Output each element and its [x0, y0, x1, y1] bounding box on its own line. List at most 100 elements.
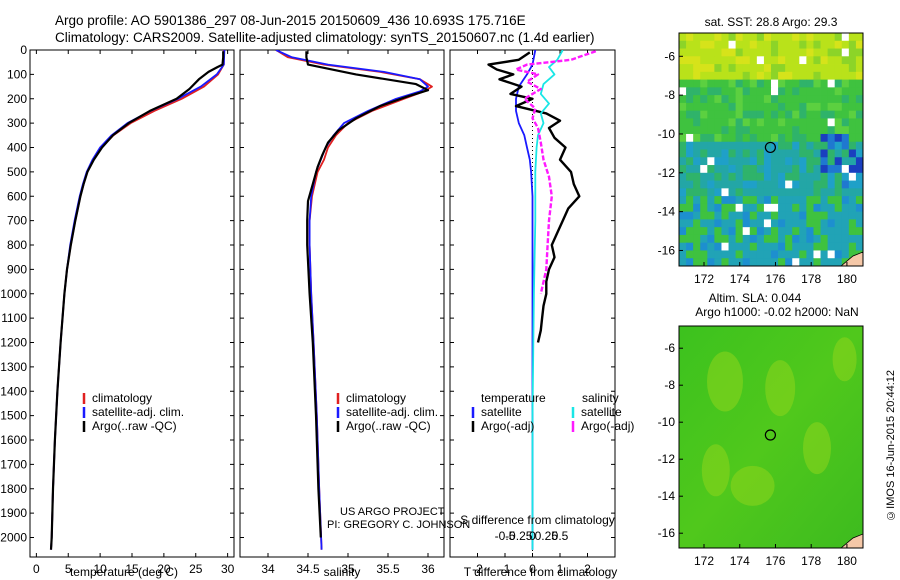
sst-cell	[679, 110, 687, 119]
sst-cell	[742, 40, 751, 49]
sst-cell	[799, 48, 807, 57]
sst-cell	[749, 118, 758, 127]
sst-cell	[714, 203, 722, 213]
series-temperature-argo-raw-qc-	[49, 51, 225, 550]
sst-cell	[721, 110, 729, 119]
sst-cell	[820, 157, 829, 166]
sst-cell	[778, 180, 786, 189]
sst-cell	[700, 196, 708, 205]
sst-cell	[855, 242, 863, 251]
sst-cell	[778, 157, 786, 166]
sst-cell	[707, 64, 715, 73]
sst-cell	[693, 87, 701, 96]
sst-cell	[813, 203, 821, 213]
sst-cell	[785, 203, 793, 213]
sst-cell	[834, 203, 843, 213]
map-y-tick-label: -6	[664, 341, 675, 355]
sst-cell	[679, 33, 687, 42]
sst-cell	[841, 33, 850, 42]
sst-cell	[693, 172, 701, 181]
sst-cell	[693, 40, 701, 49]
sst-cell	[700, 71, 708, 80]
sst-cell	[806, 56, 814, 65]
sst-cell	[686, 188, 694, 197]
sst-cell	[813, 188, 821, 197]
sst-cell	[707, 165, 715, 174]
y-tick-label: 1000	[0, 287, 27, 301]
sst-cell	[728, 211, 737, 220]
series-temperature-satellite-adj-clim-	[50, 50, 226, 550]
salinity-axes	[239, 49, 445, 558]
sst-cell	[728, 48, 737, 57]
sst-cell	[778, 172, 786, 181]
sst-cell	[820, 211, 829, 220]
sst-cell	[728, 250, 737, 259]
sst-cell	[820, 188, 829, 197]
sst-cell	[735, 196, 744, 205]
sst-cell	[841, 71, 850, 80]
sst-cell	[841, 227, 850, 236]
sst-cell	[820, 79, 829, 88]
sst-cell	[778, 102, 786, 112]
sst-cell	[778, 196, 786, 205]
sst-cell	[820, 126, 829, 135]
sst-cell	[813, 157, 821, 166]
sst-cell	[799, 172, 807, 181]
sst-cell	[813, 110, 821, 119]
sst-cell	[792, 64, 800, 73]
sst-cell	[686, 71, 694, 80]
sst-cell	[714, 87, 722, 96]
difference-xlabel-top: S difference from climatology	[460, 513, 615, 527]
sst-cell	[700, 87, 708, 96]
sst-cell	[742, 141, 751, 150]
sst-cell	[742, 157, 751, 166]
sst-cell	[756, 157, 765, 166]
legend-label: climatology	[92, 391, 152, 405]
sst-cell	[686, 203, 694, 213]
sst-cell	[721, 211, 729, 220]
sst-cell	[813, 180, 821, 189]
sst-cell	[771, 110, 779, 119]
sst-cell	[778, 203, 786, 213]
sst-cell	[721, 126, 729, 135]
sst-cell	[820, 33, 829, 42]
sst-cell	[778, 242, 786, 251]
sst-cell	[827, 196, 836, 205]
sst-cell	[792, 40, 800, 49]
sst-cell	[679, 211, 687, 220]
sst-cell	[700, 203, 708, 213]
sst-cell	[763, 172, 772, 181]
sst-cell	[813, 219, 821, 228]
sst-cell	[806, 180, 814, 189]
sst-cell	[771, 118, 779, 127]
sst-cell	[834, 141, 843, 150]
sst-cell	[834, 118, 843, 127]
sst-cell	[848, 40, 857, 49]
sst-cell	[700, 95, 708, 104]
series-difference-t-argo-adj-	[487, 51, 581, 343]
sst-cell	[693, 79, 701, 88]
sst-cell	[806, 157, 814, 166]
sst-cell	[693, 33, 701, 42]
sst-cell	[714, 180, 722, 189]
sst-cell	[834, 250, 843, 259]
sst-cell	[778, 79, 786, 88]
sst-cell	[693, 157, 701, 166]
sst-cell	[714, 95, 722, 104]
sst-cell	[841, 102, 850, 112]
map-x-tick-label: 176	[765, 272, 785, 286]
sst-cell	[693, 141, 701, 150]
sst-cell	[855, 40, 863, 49]
sst-cell	[693, 211, 701, 220]
sst-cell	[679, 219, 687, 228]
sst-cell	[700, 180, 708, 189]
legend-label: climatology	[346, 391, 406, 405]
sst-cell	[742, 172, 751, 181]
sst-cell	[679, 227, 687, 236]
sst-cell	[820, 110, 829, 119]
sst-cell	[735, 203, 744, 213]
y-tick-label: 1600	[0, 433, 27, 447]
sst-cell	[792, 203, 800, 213]
sst-cell	[848, 211, 857, 220]
sst-cell	[848, 71, 857, 80]
